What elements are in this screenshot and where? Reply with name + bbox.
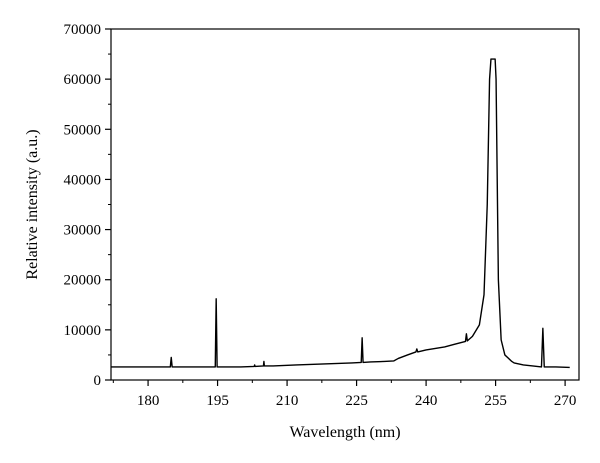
x-tick-label: 210 bbox=[276, 393, 299, 409]
x-axis-title: Wavelength (nm) bbox=[289, 424, 400, 441]
x-tick-label: 180 bbox=[137, 393, 160, 409]
x-tick-label: 270 bbox=[554, 393, 577, 409]
y-tick-label: 40000 bbox=[64, 172, 102, 188]
x-axis: 180 195 210 225 240 255 270 bbox=[112, 380, 577, 409]
x-tick-label: 225 bbox=[345, 393, 368, 409]
y-tick-label: 20000 bbox=[64, 273, 102, 289]
spectrum-line bbox=[111, 58, 570, 369]
y-tick-label: 30000 bbox=[64, 223, 102, 239]
y-axis: 0 10000 20000 30000 40000 50000 60000 70000 bbox=[64, 22, 111, 389]
y-tick-label: 70000 bbox=[64, 22, 102, 38]
plot-frame bbox=[110, 28, 580, 381]
y-tick-label: 50000 bbox=[64, 122, 102, 138]
y-tick-label: 10000 bbox=[64, 323, 102, 339]
y-tick-label: 60000 bbox=[64, 72, 102, 88]
x-tick-label: 255 bbox=[484, 393, 507, 409]
x-tick-label: 195 bbox=[206, 393, 229, 409]
y-axis-title: Relative intensity (a.u.) bbox=[24, 129, 41, 279]
x-tick-label: 240 bbox=[415, 393, 438, 409]
y-tick-label: 0 bbox=[94, 373, 102, 389]
